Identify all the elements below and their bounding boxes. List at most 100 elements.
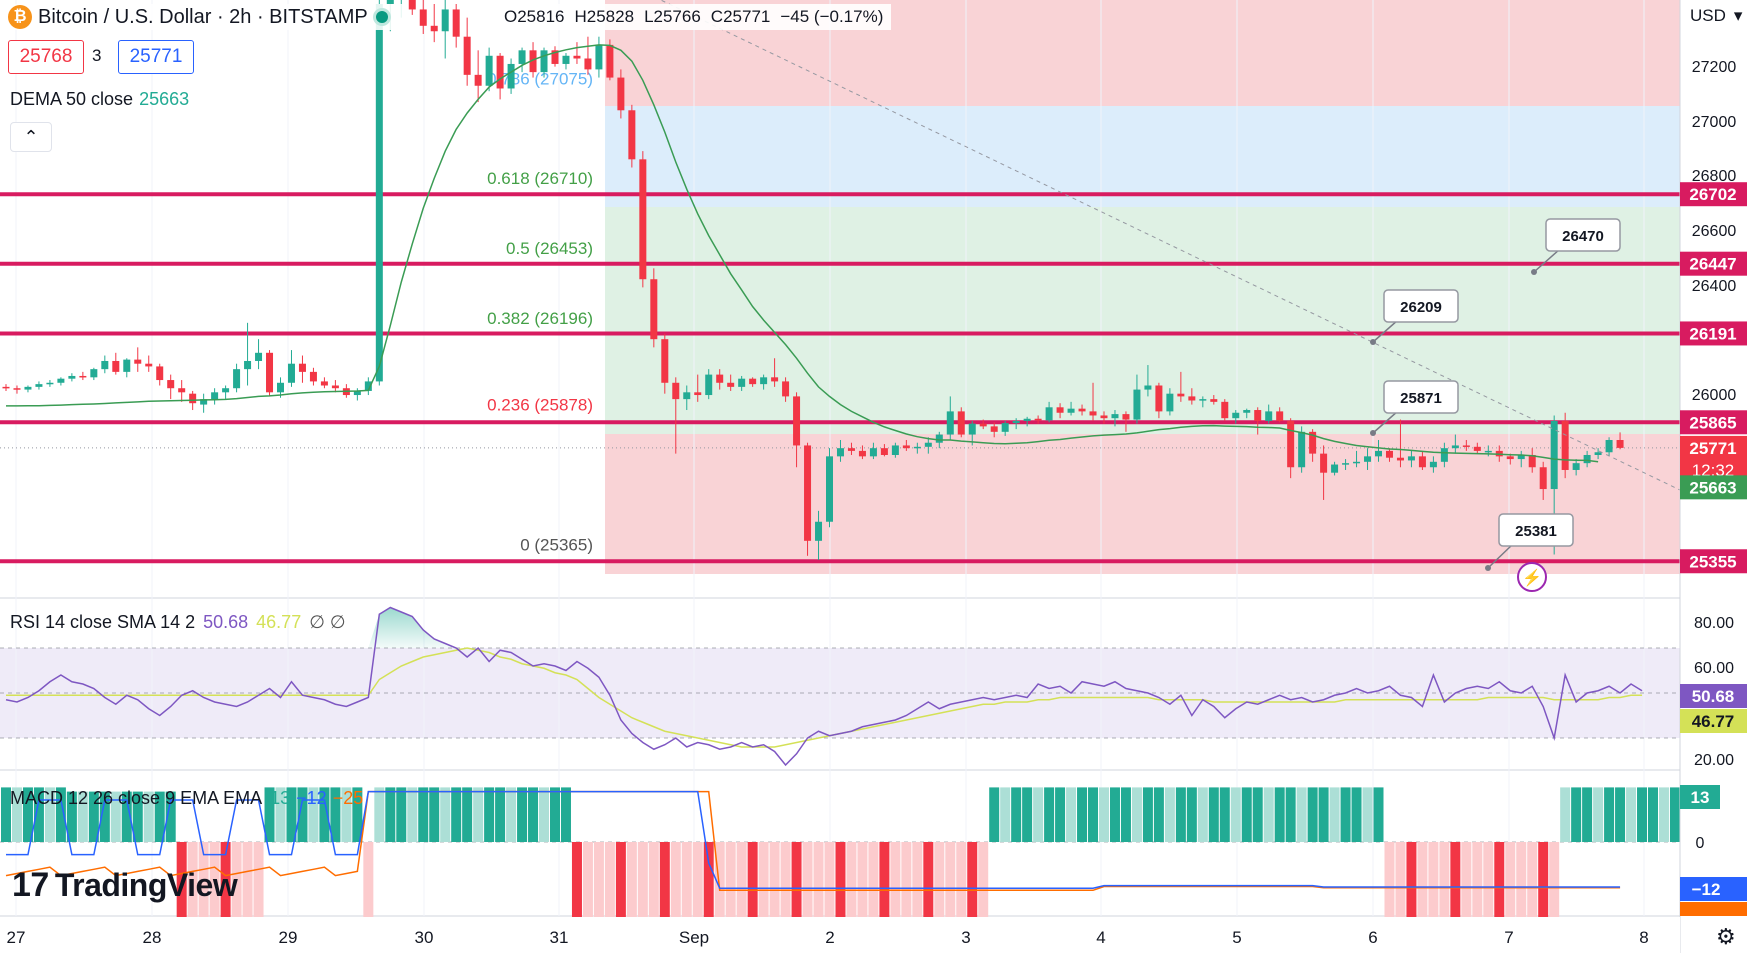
candle (617, 77, 625, 111)
candle (474, 74, 482, 86)
currency-selector[interactable]: USD ▾ (1690, 6, 1742, 26)
macd-legend[interactable]: MACD 12 26 close 9 EMA EMA 13 −12 −25 (10, 788, 363, 809)
collapse-legend-button[interactable]: ⌃ (10, 122, 52, 152)
tradingview-logo[interactable]: 17 TradingView (12, 866, 238, 905)
dema-value-badge (1680, 475, 1747, 500)
rsi-sma-axis-value: 46.77 (1692, 712, 1735, 731)
macd-histogram-bar (22, 787, 33, 842)
alert-lightning-icon[interactable] (1517, 562, 1547, 592)
candle (1232, 412, 1240, 419)
macd-histogram-bar (484, 787, 495, 842)
rsi-value: 50.68 (203, 612, 249, 632)
candle (463, 36, 471, 75)
macd-histogram-bar (912, 842, 923, 947)
trend-line[interactable] (640, 0, 1681, 491)
macd-histogram-bar (1318, 787, 1329, 842)
fib-level-label: 0.236 (25878) (487, 396, 593, 415)
candle (1111, 414, 1119, 419)
candle (847, 448, 855, 451)
price-axis-tick: 26600 (1692, 223, 1737, 240)
rsi-sma-badge (1680, 709, 1747, 733)
rsi-legend[interactable]: RSI 14 close SMA 14 2 50.68 46.77 ∅ ∅ (10, 612, 346, 633)
macd-histogram-bar (1011, 787, 1022, 842)
macd-histogram-bar (121, 791, 132, 842)
macd-histogram-bar (604, 842, 615, 947)
macd-histogram-bar (1044, 787, 1055, 842)
candle (661, 339, 669, 383)
macd-histogram-bar (451, 787, 462, 842)
ohlc-open: O25816 (504, 7, 565, 26)
macd-badge (1680, 877, 1747, 901)
rsi-axis-tick: 60.00 (1694, 660, 1734, 677)
macd-histogram-bar (319, 787, 330, 842)
macd-histogram-bar (330, 787, 341, 842)
macd-histogram-bar (780, 842, 791, 947)
macd-histogram-bar (11, 787, 22, 842)
macd-histogram-bar (176, 842, 187, 947)
candle (1616, 440, 1624, 448)
settings-icon[interactable]: ⚙ (1716, 924, 1736, 949)
symbol-header[interactable]: ₿ Bitcoin / U.S. Dollar · 2h · BITSTAMP (6, 4, 402, 30)
candle (1309, 431, 1317, 454)
candle (1572, 463, 1580, 470)
macd-histogram-bar (582, 842, 593, 947)
candle (1166, 393, 1174, 412)
candle (57, 378, 65, 383)
candle (1001, 423, 1009, 432)
macd-histogram-bar (1450, 842, 1461, 947)
candle (1210, 399, 1218, 402)
macd-histogram-bar (1340, 787, 1351, 842)
symbol-title[interactable]: Bitcoin / U.S. Dollar · 2h · BITSTAMP (38, 5, 368, 28)
macd-histogram-bar (1637, 787, 1648, 842)
candle (1342, 463, 1350, 465)
fib-zone-blue (605, 106, 1680, 207)
macd-histogram-bar (1120, 787, 1131, 842)
macd-signal-line (5, 790, 1621, 892)
price-axis-tick: 27200 (1692, 59, 1737, 76)
macd-value: −12 (296, 788, 327, 808)
price-callout[interactable] (1383, 289, 1459, 323)
candle (1199, 399, 1207, 401)
macd-histogram-bar (539, 787, 550, 842)
price-callout[interactable] (1545, 218, 1621, 252)
macd-histogram-bar (648, 842, 659, 947)
candle (68, 375, 76, 379)
price-callout[interactable] (1383, 380, 1459, 414)
candle (298, 363, 306, 372)
macd-histogram-bar (143, 791, 154, 842)
rsi-axis-value: 50.68 (1692, 687, 1735, 706)
macd-histogram-bar (1263, 787, 1274, 842)
buy-button[interactable]: 25771 (118, 40, 194, 74)
candle (573, 55, 581, 59)
candle (924, 442, 932, 447)
macd-histogram-bar (1395, 842, 1406, 947)
macd-histogram-bar (418, 787, 429, 842)
macd-histogram-bar (407, 787, 418, 842)
price-callout[interactable] (1498, 513, 1574, 547)
dema-value-label: 25663 (1689, 478, 1736, 497)
sell-button[interactable]: 25768 (8, 40, 84, 74)
candle (584, 58, 592, 70)
price-axis-tick: 26400 (1692, 278, 1737, 295)
macd-hist-axis-value: 13 (1691, 788, 1710, 807)
macd-histogram-bar (66, 791, 77, 842)
macd-histogram-bar (956, 842, 967, 947)
ohlc-high: H25828 (574, 7, 635, 26)
macd-histogram-bar (1066, 787, 1077, 842)
macd-histogram-bar (1329, 787, 1340, 842)
macd-histogram-bar (1307, 787, 1318, 842)
macd-histogram-bar (571, 842, 582, 947)
macd-histogram-bar (758, 842, 769, 947)
callout-pointer (1487, 543, 1514, 569)
dema-legend[interactable]: DEMA 50 close 25663 (10, 89, 189, 110)
macd-histogram-bar (1230, 787, 1241, 842)
macd-histogram-bar (1296, 787, 1307, 842)
candle (858, 450, 866, 457)
candle (1331, 464, 1339, 473)
macd-histogram-bar (275, 787, 286, 842)
macd-histogram-bar (769, 842, 780, 947)
macd-histogram-bar (385, 787, 396, 842)
price-callout-label: 26470 (1562, 228, 1604, 245)
macd-histogram-bar (286, 787, 297, 842)
